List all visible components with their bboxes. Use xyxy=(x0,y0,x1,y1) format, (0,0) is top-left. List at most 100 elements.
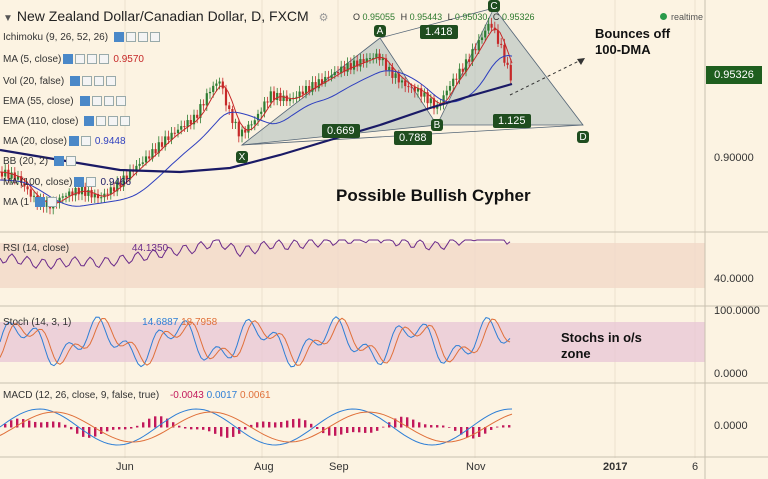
candle-body xyxy=(496,30,500,44)
eye-icon[interactable] xyxy=(74,177,85,187)
legend-row[interactable]: MA (5, close) 0.9570 xyxy=(3,52,144,66)
legend-row[interactable]: MA (100, close) 0.9466 xyxy=(3,175,131,189)
macd-hist-bar xyxy=(100,427,103,434)
macd-hist-bar xyxy=(358,427,361,433)
eye-icon[interactable] xyxy=(35,197,46,207)
candle-body xyxy=(359,59,362,67)
candle-body xyxy=(317,79,320,89)
plus-icon[interactable] xyxy=(94,76,105,86)
candle-body xyxy=(231,109,234,124)
macd-hist-bar xyxy=(244,427,247,430)
eye-icon[interactable] xyxy=(70,76,81,86)
time-tick: Jun xyxy=(116,461,134,473)
candle-body xyxy=(272,91,276,100)
legend-label: MA (1 xyxy=(3,196,30,208)
macd-hist-bar xyxy=(412,419,415,428)
plus-icon[interactable] xyxy=(108,116,119,126)
candle-body xyxy=(87,189,90,196)
legend-row[interactable]: Vol (20, false) xyxy=(3,74,117,88)
rsi-line xyxy=(0,239,511,270)
candle-body xyxy=(4,169,7,177)
bounce-annotation: Bounces off 100-DMA xyxy=(595,26,671,57)
legend-value: 0.9570 xyxy=(113,53,144,65)
stoch-label: Stoch (14, 3, 1) xyxy=(3,317,72,328)
macd-hist-bar xyxy=(298,418,301,428)
candle-body xyxy=(154,149,157,154)
candle-body xyxy=(196,114,199,118)
close-icon[interactable] xyxy=(115,96,126,106)
eye-icon[interactable] xyxy=(79,96,90,106)
close-icon[interactable] xyxy=(106,76,117,86)
gear-icon[interactable] xyxy=(80,136,91,146)
candles xyxy=(0,17,512,215)
candle-body xyxy=(125,175,128,180)
arrow-head xyxy=(577,58,585,65)
candle-body xyxy=(343,66,346,72)
legend-row[interactable]: EMA (55, close) xyxy=(3,94,126,108)
point-c: C xyxy=(488,0,500,12)
time-tick: Nov xyxy=(466,461,486,473)
candle-body xyxy=(20,176,23,184)
macd-hist-bar xyxy=(310,423,313,428)
eye-icon[interactable] xyxy=(68,136,79,146)
candle-body xyxy=(388,66,391,71)
macd-hist-bar xyxy=(286,420,289,428)
stoch-d-line xyxy=(0,317,511,366)
candle-body xyxy=(58,197,61,203)
candle-body xyxy=(269,91,272,103)
candle-body xyxy=(426,92,429,104)
close-icon[interactable] xyxy=(99,54,110,64)
macd-hist-bar xyxy=(304,420,307,428)
gear-icon[interactable] xyxy=(126,32,137,42)
plus-icon[interactable] xyxy=(87,54,98,64)
plus-icon[interactable] xyxy=(103,96,114,106)
eye-icon[interactable] xyxy=(54,156,65,166)
candle-body xyxy=(404,80,407,87)
collapse-icon[interactable]: ▼ xyxy=(3,13,13,24)
macd-tick: 0.0000 xyxy=(714,420,748,432)
close-icon[interactable] xyxy=(120,116,131,126)
legend-row[interactable]: BB (20, 2) xyxy=(3,154,77,168)
candle-body xyxy=(372,57,375,59)
candle-body xyxy=(484,30,487,38)
close-icon[interactable] xyxy=(150,32,161,42)
settings-icon[interactable]: ⚙ xyxy=(318,12,329,24)
macd-hist-bar xyxy=(232,427,235,437)
ohlc-open: 0.95055 xyxy=(362,12,396,22)
gear-icon[interactable] xyxy=(91,96,102,106)
candle-body xyxy=(285,95,288,102)
macd-hist-bar xyxy=(106,427,109,432)
macd-hist-bar xyxy=(268,421,271,428)
plus-icon[interactable] xyxy=(138,32,149,42)
gear-icon[interactable] xyxy=(86,177,97,187)
candle-body xyxy=(349,63,352,70)
eye-icon[interactable] xyxy=(84,116,95,126)
eye-icon[interactable] xyxy=(63,54,74,64)
legend-row[interactable]: MA (1 xyxy=(3,195,58,209)
stoch-k-value: 14.6887 xyxy=(142,317,179,328)
macd-hist-bar xyxy=(34,421,37,428)
legend-row[interactable]: MA (20, close) 0.9448 xyxy=(3,134,126,148)
macd-hist-bar xyxy=(340,427,343,435)
gear-icon[interactable] xyxy=(82,76,93,86)
gear-icon[interactable] xyxy=(75,54,86,64)
point-x: X xyxy=(236,151,248,163)
gear-icon[interactable] xyxy=(96,116,107,126)
candle-body xyxy=(461,68,464,72)
legend-label: EMA (110, close) xyxy=(3,115,79,127)
macd-hist-bar xyxy=(130,427,133,429)
candle-body xyxy=(170,132,173,141)
legend-row[interactable]: EMA (110, close) xyxy=(3,114,131,128)
macd-hist-bar xyxy=(424,424,427,428)
macd-hist-bar xyxy=(334,427,337,436)
candle-body xyxy=(16,176,20,180)
eye-icon[interactable] xyxy=(114,32,125,42)
candle-body xyxy=(109,187,112,195)
gear-icon[interactable] xyxy=(47,197,58,207)
legend-label: MA (5, close) xyxy=(3,53,62,65)
legend-row[interactable]: Ichimoku (9, 26, 52, 26) xyxy=(3,30,161,44)
gear-icon[interactable] xyxy=(66,156,77,166)
macd-hist-bar xyxy=(160,416,163,428)
